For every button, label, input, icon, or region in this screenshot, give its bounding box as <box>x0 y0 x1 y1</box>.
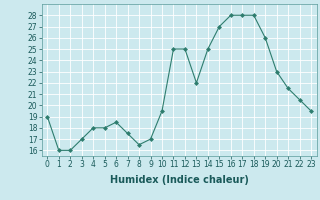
X-axis label: Humidex (Indice chaleur): Humidex (Indice chaleur) <box>110 175 249 185</box>
